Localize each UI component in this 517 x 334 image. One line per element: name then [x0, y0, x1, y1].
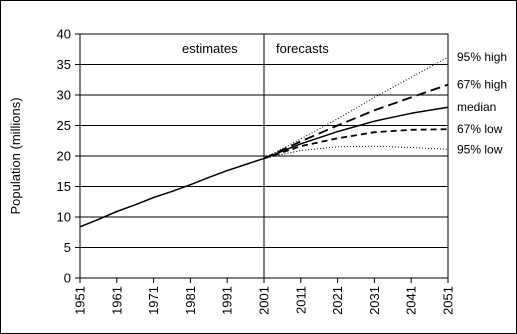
series-line-estimates [79, 157, 265, 228]
y-tick-label-10: 10 [57, 210, 71, 225]
series-line-67-low [263, 128, 449, 160]
annotation-forecasts: forecasts [276, 41, 329, 56]
series-label-95-low: 95% low [457, 142, 503, 156]
series-line-95-low [263, 145, 449, 159]
x-tick-label-2021: 2021 [330, 286, 345, 315]
series-lines [79, 56, 449, 228]
y-axis-title: Population (millions) [8, 97, 23, 214]
x-tick-label-1991: 1991 [220, 286, 235, 315]
x-axis-ticks: 1951 1961 1971 1981 1991 2001 2011 2021 2031 2041… [73, 278, 456, 315]
x-tick-label-1981: 1981 [183, 286, 198, 315]
y-tick-label-20: 20 [57, 149, 71, 164]
y-tick-label-40: 40 [57, 27, 71, 42]
y-axis-ticks: 0 5 10 15 20 25 30 35 40 [57, 27, 80, 286]
series-label-67-low: 67% low [457, 122, 503, 136]
x-tick-label-2051: 2051 [441, 286, 456, 315]
y-tick-label-25: 25 [57, 118, 71, 133]
annotation-estimates: estimates [182, 41, 238, 56]
x-tick-label-1951: 1951 [73, 286, 88, 315]
series-label-95-high: 95% high [457, 50, 507, 64]
x-tick-label-2031: 2031 [367, 286, 382, 315]
series-line-median [263, 106, 449, 160]
x-tick-label-2041: 2041 [404, 286, 419, 315]
y-tick-label-30: 30 [57, 88, 71, 103]
x-tick-label-2001: 2001 [257, 286, 272, 315]
x-tick-label-1971: 1971 [146, 286, 161, 315]
series-labels: 95% high 67% high median 67% low 95% low [457, 50, 507, 156]
x-tick-label-2011: 2011 [293, 286, 308, 314]
series-label-median: median [457, 100, 496, 114]
x-tick-label-1961: 1961 [109, 286, 124, 315]
y-tick-label-15: 15 [57, 179, 71, 194]
y-tick-label-0: 0 [64, 271, 71, 286]
series-label-67-high: 67% high [457, 78, 507, 92]
y-tick-label-5: 5 [64, 240, 71, 255]
y-tick-label-35: 35 [57, 57, 71, 72]
series-line-67-high [263, 83, 449, 160]
